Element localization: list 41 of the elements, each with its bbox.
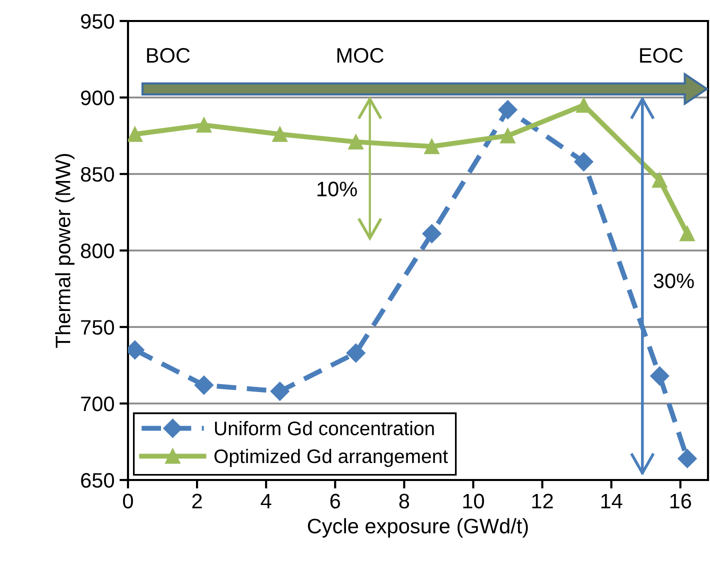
y-tick-label: 750 <box>81 320 114 335</box>
point <box>652 172 668 188</box>
point <box>194 376 214 395</box>
y-tick-label: 650 <box>81 473 114 488</box>
point <box>500 128 516 144</box>
legend-label: Uniform Gd concentration <box>215 421 434 436</box>
y-tick-label: 800 <box>80 244 114 258</box>
y-tick-label: 850 <box>80 167 114 182</box>
x-tick-label: 16 <box>670 494 692 508</box>
x-tick-label: 14 <box>601 494 622 508</box>
annotation: BOC <box>147 48 190 63</box>
y-axis-title: Thermal power (MW) <box>55 154 74 348</box>
x-tick-label: 10 <box>463 494 484 508</box>
point <box>270 382 290 401</box>
annotation: 30% <box>654 273 694 288</box>
point <box>346 343 366 363</box>
y-tick-label: 900 <box>81 90 114 106</box>
point <box>498 100 518 120</box>
x-tick-label: 0 <box>123 494 133 508</box>
annotation: 10% <box>318 182 357 196</box>
point <box>678 449 697 468</box>
point <box>128 126 143 142</box>
point <box>348 134 364 150</box>
point <box>650 366 670 386</box>
x-tick-label: 2 <box>192 494 202 508</box>
x-axis-title: Cycle exposure (GWd/t) <box>308 518 528 538</box>
x-tick-label: 12 <box>532 494 553 508</box>
x-tick-label: 4 <box>260 494 272 508</box>
y-tick-label: 700 <box>81 396 114 412</box>
point <box>680 226 695 242</box>
point <box>574 152 594 172</box>
point <box>422 224 442 244</box>
legend-label: Optimized Gd arrangement <box>214 448 448 468</box>
point <box>424 138 440 154</box>
y-tick-label: 950 <box>81 14 114 29</box>
x-tick-label: 8 <box>399 494 410 508</box>
point <box>196 117 212 133</box>
point <box>272 126 288 142</box>
annotation: EOC <box>640 48 683 63</box>
annotation: MOC <box>337 48 384 63</box>
x-tick-label: 6 <box>330 494 340 508</box>
